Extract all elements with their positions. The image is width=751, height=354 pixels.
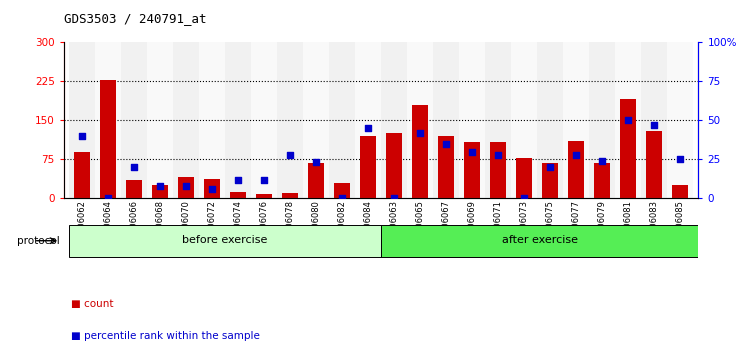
Point: [544, 164, 556, 170]
Bar: [407, 42, 433, 198]
Bar: [490, 142, 506, 198]
Bar: [69, 225, 382, 257]
Bar: [204, 178, 220, 198]
Bar: [615, 42, 641, 198]
Bar: [412, 105, 428, 198]
Point: [414, 130, 426, 136]
Bar: [69, 42, 95, 198]
Bar: [126, 180, 142, 198]
Bar: [303, 42, 329, 198]
Point: [518, 195, 530, 201]
Point: [466, 149, 478, 154]
Bar: [485, 42, 511, 198]
Point: [596, 158, 608, 164]
Bar: [641, 42, 667, 198]
Bar: [537, 42, 563, 198]
Bar: [147, 42, 173, 198]
Bar: [647, 131, 662, 198]
Point: [258, 177, 270, 182]
Point: [622, 118, 634, 123]
Bar: [309, 163, 324, 198]
Point: [336, 195, 348, 201]
Point: [102, 195, 114, 201]
Bar: [517, 158, 532, 198]
Bar: [569, 141, 584, 198]
Bar: [667, 42, 693, 198]
Text: protocol: protocol: [17, 236, 60, 246]
Point: [362, 125, 374, 131]
Bar: [594, 163, 610, 198]
Bar: [178, 177, 194, 198]
Point: [440, 141, 452, 147]
Bar: [439, 136, 454, 198]
Bar: [382, 225, 698, 257]
Point: [492, 152, 504, 158]
Bar: [173, 42, 199, 198]
Point: [648, 122, 660, 128]
Bar: [672, 185, 688, 198]
Bar: [251, 42, 277, 198]
Point: [388, 195, 400, 201]
Bar: [199, 42, 225, 198]
Point: [206, 186, 218, 192]
Bar: [282, 193, 298, 198]
Bar: [329, 42, 355, 198]
Text: ■ count: ■ count: [71, 299, 114, 309]
Bar: [355, 42, 382, 198]
Bar: [225, 42, 251, 198]
Point: [284, 152, 296, 158]
Bar: [382, 42, 407, 198]
Bar: [360, 136, 376, 198]
Point: [180, 183, 192, 189]
Bar: [464, 142, 480, 198]
Text: ■ percentile rank within the sample: ■ percentile rank within the sample: [71, 331, 260, 341]
Text: before exercise: before exercise: [182, 235, 268, 245]
Bar: [620, 98, 636, 198]
Point: [154, 183, 166, 189]
Bar: [334, 183, 350, 198]
Bar: [256, 194, 272, 198]
Bar: [231, 192, 246, 198]
Text: GDS3503 / 240791_at: GDS3503 / 240791_at: [64, 12, 207, 25]
Bar: [511, 42, 537, 198]
Bar: [386, 133, 402, 198]
Bar: [459, 42, 485, 198]
Point: [76, 133, 88, 139]
Bar: [542, 163, 558, 198]
Point: [310, 160, 322, 165]
Text: after exercise: after exercise: [502, 235, 578, 245]
Bar: [74, 152, 90, 198]
Bar: [433, 42, 459, 198]
Bar: [95, 42, 121, 198]
Point: [674, 156, 686, 162]
Bar: [590, 42, 615, 198]
Point: [128, 164, 140, 170]
Bar: [121, 42, 147, 198]
Bar: [563, 42, 590, 198]
Bar: [100, 80, 116, 198]
Point: [232, 177, 244, 182]
Bar: [277, 42, 303, 198]
Point: [570, 152, 582, 158]
Bar: [152, 185, 168, 198]
